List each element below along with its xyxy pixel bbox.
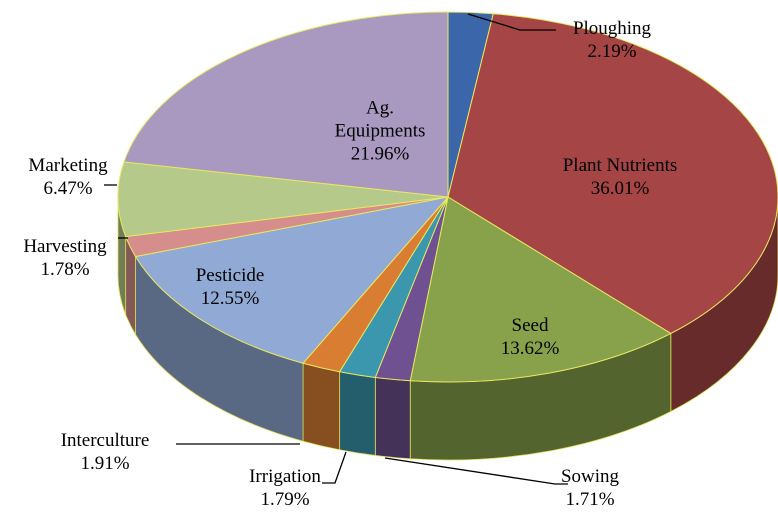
value-label: 1.79% [260,489,310,510]
slice [123,11,449,198]
category-label: Seed [511,315,549,336]
category-label: Pesticide [195,265,265,286]
slice-label: Sowing 1.71% [540,465,640,511]
leader-line [467,13,556,31]
value-label: 6.47% [43,178,93,199]
value-label: 1.71% [565,489,615,510]
category-label: Marketing [28,155,108,176]
slice [134,196,450,364]
slice-side [302,362,341,451]
slice-label: Pesticide 12.55% [170,264,290,310]
value-label: 36.01% [590,178,650,199]
slice-label: Ag. Equipments 21.96% [325,97,435,166]
category-label: Sowing [560,466,620,487]
slice-label: Interculture 1.91% [35,429,175,475]
slice-label: Marketing 6.47% [13,154,123,200]
slice [117,161,449,238]
leader-line [322,451,347,484]
slice-side [374,377,411,460]
value-label: 1.91% [80,453,130,474]
value-label: 2.19% [587,41,637,62]
slice-label: Irrigation 1.79% [235,465,335,511]
category-label: Harvesting [23,236,107,257]
value-label: 1.78% [40,259,90,280]
category-label: Interculture [60,430,150,451]
slice [447,13,778,335]
value-label: 12.55% [200,288,260,309]
slice-label: Ploughing 2.19% [552,17,672,63]
slice-label: Seed 13.62% [470,314,590,360]
slice [409,196,672,383]
value-label: 21.96% [350,143,410,165]
category-label: Ag. Equipments [334,97,426,142]
category-label: Irrigation [249,466,321,487]
slice-label: Harvesting 1.78% [5,235,125,281]
category-label: Plant Nutrients [562,155,678,176]
leader-line [384,457,568,485]
value-label: 13.62% [500,338,560,359]
category-label: Ploughing [572,18,652,39]
slice-side [339,371,376,456]
slice-label: Plant Nutrients 36.01% [530,154,710,200]
